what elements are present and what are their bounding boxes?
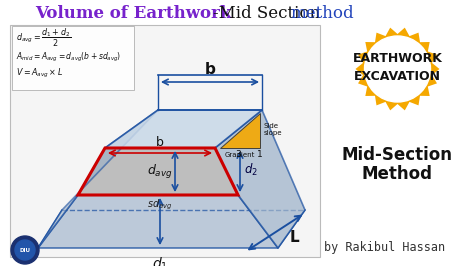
Text: $sd_{avg}$: $sd_{avg}$ (147, 198, 173, 212)
Circle shape (365, 36, 430, 102)
Text: by Rakibul Hassan: by Rakibul Hassan (324, 242, 446, 255)
Text: Gradient: Gradient (225, 152, 255, 158)
Text: Mid-Section: Mid-Section (341, 146, 453, 164)
Text: EXCAVATION: EXCAVATION (354, 70, 441, 84)
Text: 1: 1 (257, 150, 263, 159)
Text: $V = A_{avg} \times L$: $V = A_{avg} \times L$ (16, 66, 63, 80)
Text: Method: Method (362, 165, 432, 183)
Polygon shape (356, 28, 439, 110)
Polygon shape (38, 110, 158, 248)
FancyBboxPatch shape (12, 26, 134, 90)
Text: $A_{mid} = A_{avg} = d_{avg}(b + sd_{avg})$: $A_{mid} = A_{avg} = d_{avg}(b + sd_{avg… (16, 51, 121, 64)
Text: -Mid Section: -Mid Section (213, 5, 325, 22)
Text: $d_2$: $d_2$ (244, 162, 258, 178)
Text: EARTHWORK: EARTHWORK (353, 52, 442, 65)
FancyBboxPatch shape (10, 25, 320, 257)
Text: Volume of Earthwork: Volume of Earthwork (35, 5, 231, 22)
Text: b: b (205, 62, 216, 77)
Polygon shape (78, 148, 238, 195)
Text: 3: 3 (235, 150, 241, 159)
Text: $d_{avg}$: $d_{avg}$ (147, 163, 173, 181)
Polygon shape (220, 113, 260, 148)
Text: method: method (290, 5, 354, 22)
Polygon shape (38, 195, 278, 248)
Polygon shape (105, 110, 262, 148)
Polygon shape (215, 110, 305, 248)
Text: $d_{avg} = \dfrac{d_1 + d_2}{2}$: $d_{avg} = \dfrac{d_1 + d_2}{2}$ (16, 27, 71, 49)
Text: Side
slope: Side slope (264, 123, 283, 136)
Text: DIU: DIU (19, 247, 30, 252)
Text: $d_1$: $d_1$ (152, 256, 168, 266)
Circle shape (11, 236, 39, 264)
Circle shape (15, 240, 35, 260)
Text: b: b (156, 136, 164, 149)
Text: L: L (290, 231, 300, 246)
